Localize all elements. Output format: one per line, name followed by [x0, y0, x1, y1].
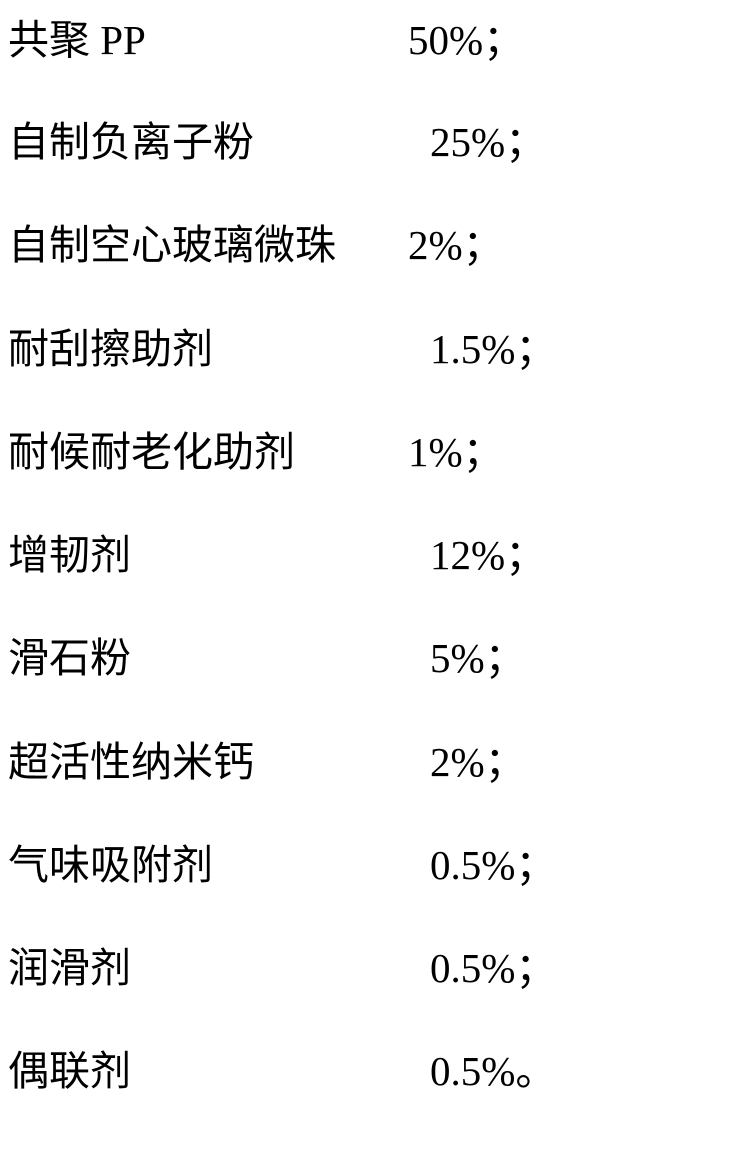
row-0-label: 共聚 PP	[8, 20, 146, 61]
row-2-label: 自制空心玻璃微珠	[8, 225, 336, 266]
row-5-value: 12%；	[430, 535, 546, 576]
row-6-label: 滑石粉	[8, 638, 131, 679]
row-5-label: 增韧剂	[8, 535, 131, 576]
row-2-value: 2%；	[408, 225, 504, 266]
row-9-label: 润滑剂	[8, 948, 131, 989]
composition-list: 共聚 PP 50%； 自制负离子粉 25%； 自制空心玻璃微珠 2%； 耐刮擦助…	[0, 0, 734, 1151]
row-3-value: 1.5%；	[430, 329, 556, 370]
row-8-value: 0.5%；	[430, 845, 556, 886]
row-10-label: 偶联剂	[8, 1051, 131, 1092]
row-1-label: 自制负离子粉	[8, 122, 254, 163]
row-8-label: 气味吸附剂	[8, 845, 213, 886]
row-1-value: 25%；	[430, 122, 546, 163]
row-9-value: 0.5%；	[430, 948, 556, 989]
row-4-value: 1%；	[408, 432, 504, 473]
row-10-value: 0.5%。	[430, 1051, 556, 1092]
row-7-value: 2%；	[430, 742, 526, 783]
row-6-value: 5%；	[430, 638, 526, 679]
row-4-label: 耐候耐老化助剂	[8, 432, 295, 473]
row-0-value: 50%；	[408, 20, 524, 61]
row-7-label: 超活性纳米钙	[8, 742, 254, 783]
row-3-label: 耐刮擦助剂	[8, 329, 213, 370]
